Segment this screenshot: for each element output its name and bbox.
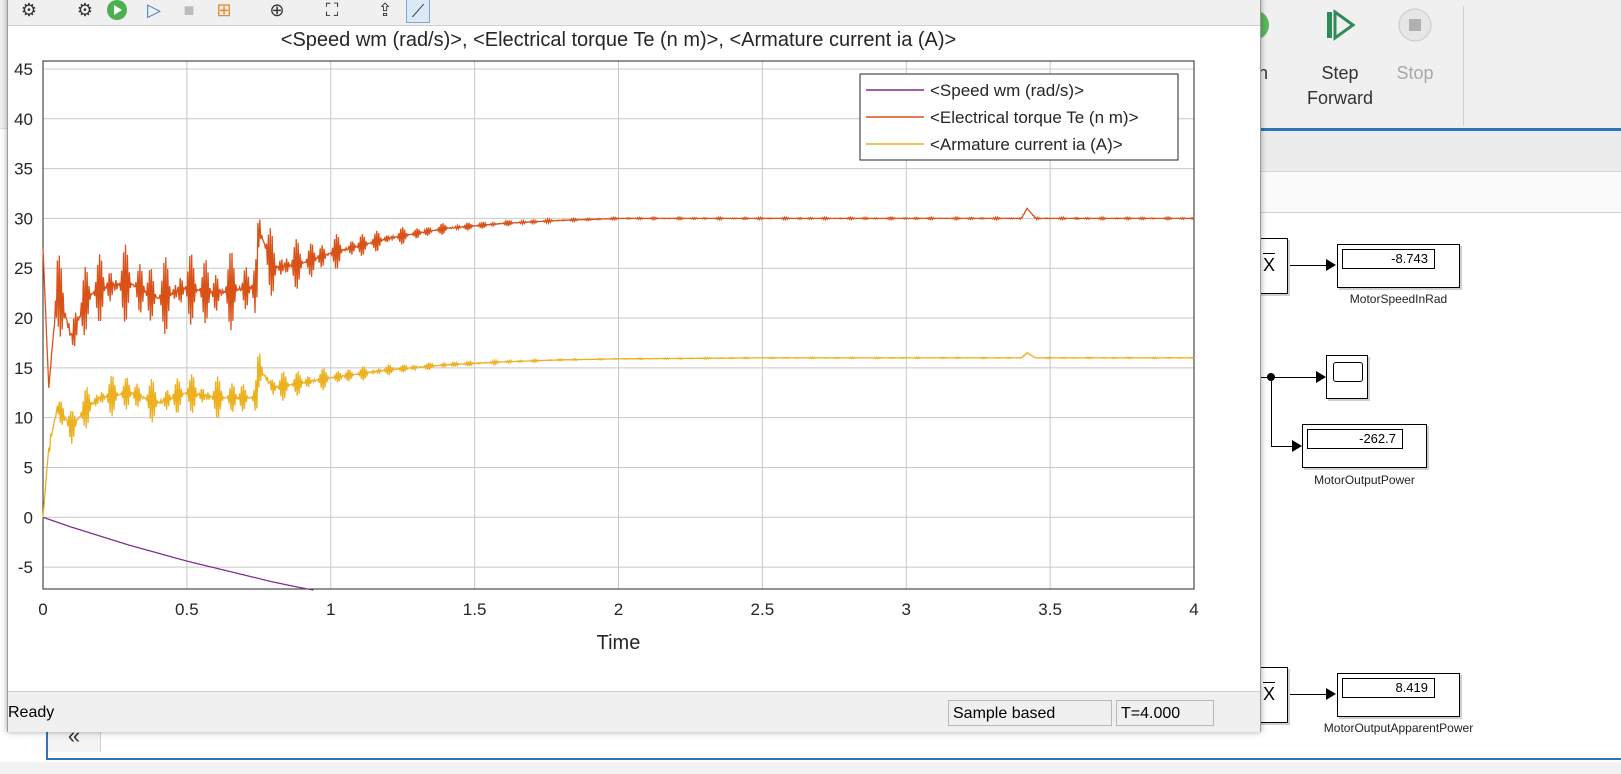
arrow-head-icon	[1292, 440, 1302, 452]
toolstrip-divider	[1463, 6, 1464, 126]
highlight-icon[interactable]: ⊞	[216, 0, 232, 20]
y-tick-label: 20	[14, 309, 33, 328]
display-value: -262.7	[1307, 429, 1403, 449]
status-ready: Ready	[8, 704, 55, 721]
stop-label: Stop	[1396, 63, 1434, 83]
y-tick-label: -5	[18, 558, 33, 577]
y-tick-label: 45	[14, 60, 33, 79]
series-line	[42, 351, 1195, 518]
signal-line	[1290, 694, 1332, 695]
scope-window[interactable]: ⚙ ⚙ ▷ ■ ⊞ ⊕ ⛶ ⇪ ⟋ <Speed wm (rad/s)>, <E…	[7, 0, 1261, 732]
display-value: -8.743	[1342, 249, 1435, 269]
x-tick-label: 2.5	[751, 600, 775, 619]
step-forward-icon	[1327, 9, 1356, 41]
run-icon[interactable]	[106, 0, 128, 21]
block-label: MotorOutputPower	[1314, 473, 1415, 487]
x-axis-label: Time	[597, 632, 641, 654]
legend-entry: <Electrical torque Te (n m)>	[930, 108, 1139, 127]
axes-box	[42, 60, 1195, 590]
x-tick-label: 1	[326, 600, 335, 619]
y-tick-label: 5	[24, 458, 33, 477]
arrow-head-icon	[1326, 259, 1336, 271]
scope-screen-icon	[1333, 362, 1363, 382]
stop-icon[interactable]: ■	[183, 0, 195, 20]
zoom-icon[interactable]: ⊕	[269, 0, 285, 20]
scope-toolbar: ⚙ ⚙ ▷ ■ ⊞ ⊕ ⛶ ⇪ ⟋	[8, 0, 1260, 26]
abs-overline	[1263, 682, 1275, 683]
scope-status-bar: Ready Sample based T=4.000	[8, 691, 1260, 732]
display-value: 8.419	[1342, 678, 1435, 698]
measure-icon[interactable]: ⟋	[406, 0, 430, 23]
model-status-bar	[0, 762, 1621, 774]
block-label: MotorOutputApparentPower	[1323, 721, 1474, 735]
x-tick-label: 1.5	[463, 600, 487, 619]
stop-button[interactable]: Stop	[1390, 8, 1440, 84]
abs-block-symbol: X	[1263, 255, 1276, 275]
x-tick-label: 4	[1189, 600, 1198, 619]
y-tick-label: 15	[14, 359, 33, 378]
status-sim-time: T=4.000	[1116, 700, 1214, 726]
step-forward-button[interactable]: Step Forward	[1300, 8, 1380, 109]
step-forward-label: Step	[1321, 63, 1359, 83]
plot-area[interactable]: <Speed wm (rad/s)>, <Electrical torque T…	[8, 26, 1260, 691]
y-tick-label: 40	[14, 110, 33, 129]
arrow-head-icon	[1316, 371, 1326, 383]
abs-block-symbol: X	[1263, 684, 1276, 704]
signal-line	[1256, 377, 1322, 378]
x-tick-label: 3.5	[1038, 600, 1062, 619]
legend-entry: <Armature current ia (A)>	[930, 135, 1123, 154]
x-tick-label: 2	[614, 600, 623, 619]
signal-line	[1271, 446, 1297, 447]
model-tab-bar	[1255, 131, 1621, 172]
series-line	[42, 207, 1195, 388]
x-tick-label: 0.5	[175, 600, 199, 619]
fit-icon[interactable]: ⛶	[325, 0, 339, 20]
display-block-apparent-power[interactable]: 8.419	[1337, 673, 1460, 717]
y-tick-label: 35	[14, 160, 33, 179]
abs-overline	[1263, 253, 1275, 254]
autoscale-icon[interactable]: ⇪	[377, 0, 393, 20]
display-block-motor-power[interactable]: -262.7	[1302, 424, 1427, 468]
display-block-motor-speed[interactable]: -8.743	[1337, 244, 1460, 288]
signal-line	[1271, 377, 1272, 447]
signal-line	[1290, 265, 1332, 266]
y-tick-label: 25	[14, 259, 33, 278]
chart-title: <Speed wm (rad/s)>, <Electrical torque T…	[281, 29, 956, 51]
step-forward-label-line2: Forward	[1306, 88, 1373, 108]
y-tick-label: 30	[14, 209, 33, 228]
model-canvas[interactable]	[1255, 213, 1621, 758]
arrow-head-icon	[1326, 688, 1336, 700]
scope-block[interactable]	[1326, 355, 1368, 399]
model-address-bar	[1255, 172, 1621, 213]
block-label: MotorSpeedInRad	[1349, 292, 1448, 306]
stop-icon	[1398, 8, 1432, 42]
scope-chart[interactable]: <Speed wm (rad/s)>, <Electrical torque T…	[8, 26, 1260, 691]
x-tick-label: 3	[902, 600, 911, 619]
step-icon[interactable]: ▷	[147, 0, 161, 20]
model-tab-underline	[1255, 128, 1621, 131]
status-sample-mode: Sample based	[948, 700, 1112, 726]
parameters-icon[interactable]: ⚙	[76, 0, 94, 20]
run-label: n	[1257, 63, 1268, 83]
legend-entry: <Speed wm (rad/s)>	[930, 81, 1084, 100]
y-tick-label: 10	[14, 409, 33, 428]
settings-icon[interactable]: ⚙	[20, 0, 38, 20]
x-tick-label: 0	[38, 600, 47, 619]
y-tick-label: 0	[24, 508, 33, 527]
series-line	[42, 516, 314, 591]
